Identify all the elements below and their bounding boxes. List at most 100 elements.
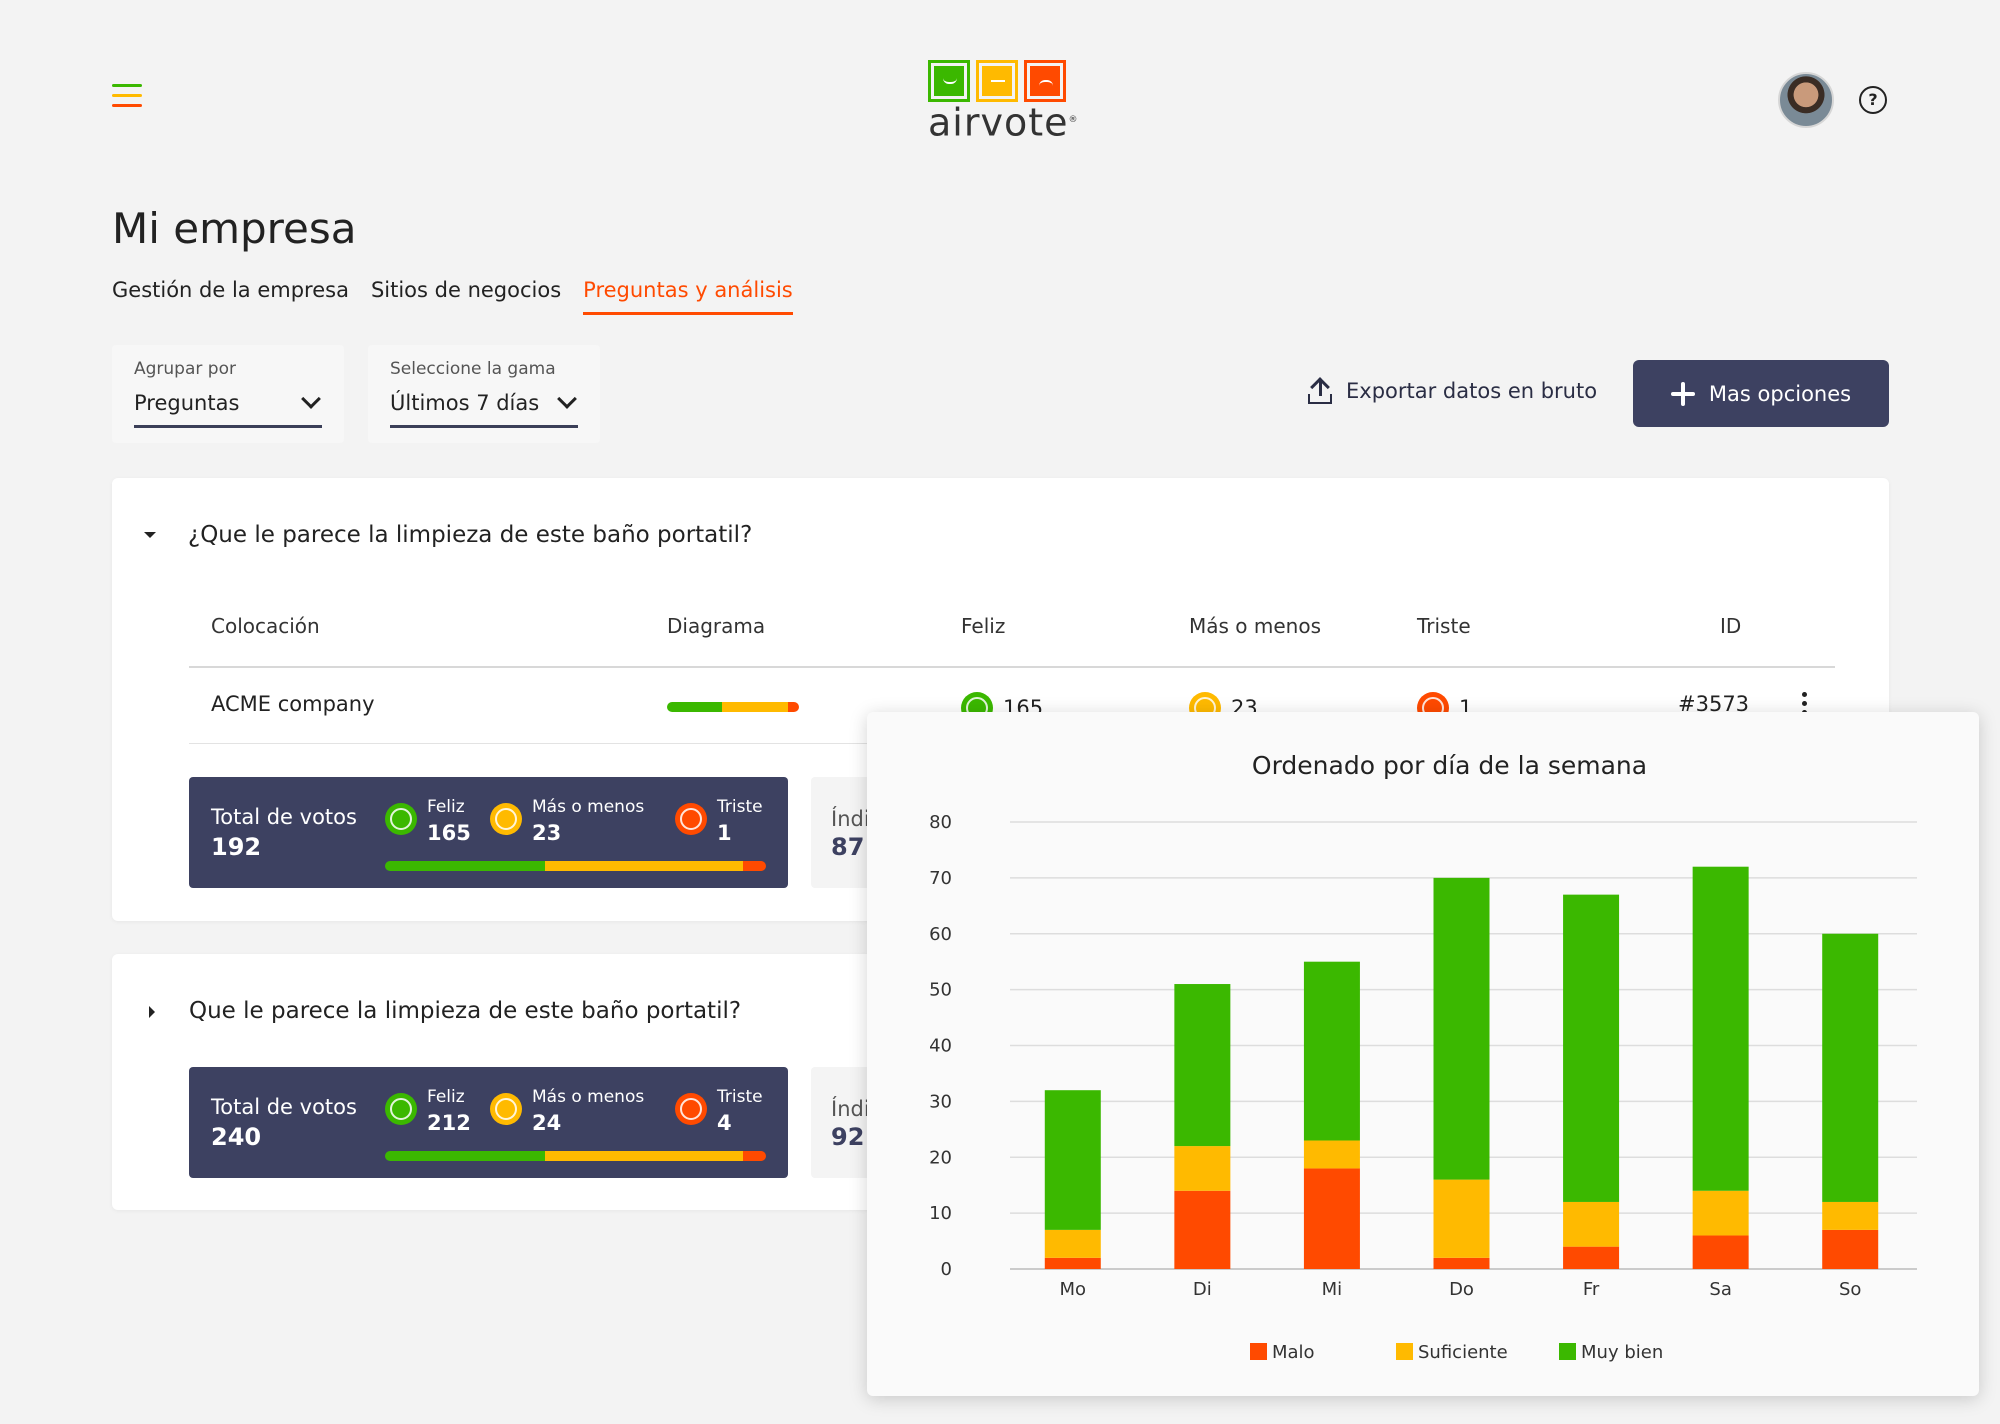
y-tick-label: 80 [929,812,952,833]
bar-malo [1563,1246,1620,1269]
total-votes-label: Total de votos [211,1095,357,1119]
chevron-down-icon [301,389,321,409]
table-divider [189,666,1835,668]
help-icon[interactable]: ? [1859,86,1887,114]
meh-value: 23 [532,821,562,845]
total-votes-value: 240 [211,1123,262,1151]
header-id: ID [1720,614,1742,638]
export-raw-data-button[interactable]: Exportar datos en bruto [1308,377,1598,404]
index-box: Índice 87 [811,777,871,888]
plus-icon [1670,381,1695,406]
total-votes-label: Total de votos [211,805,357,829]
sad-face-logo-icon [1024,60,1066,102]
x-tick-label: Di [1193,1279,1212,1300]
index-box: Índice 92 [811,1067,871,1178]
tab-company-management[interactable]: Gestión de la empresa [112,278,349,302]
x-tick-label: Do [1449,1279,1474,1300]
y-tick-label: 0 [941,1259,952,1280]
question-title[interactable]: ¿Que le parece la limpieza de este baño … [188,522,753,548]
legend-swatch [1559,1343,1576,1360]
question-title[interactable]: Que le parece la limpieza de este baño p… [189,998,742,1024]
y-tick-label: 40 [929,1036,952,1057]
logo-text: airvote [928,100,1069,145]
index-value: 92 [831,1123,865,1151]
header-location: Colocación [211,614,320,638]
header-sad: Triste [1417,614,1471,638]
votes-summary: Total de votos 240 Feliz 212 Más o menos 2… [189,1067,788,1178]
more-options-button[interactable]: Mas opciones [1633,360,1889,427]
airvote-logo: airvote® [928,60,1077,145]
menu-icon[interactable] [112,84,142,108]
row-location: ACME company [211,692,375,716]
sad-label: Triste [717,797,763,817]
row-diagram-bar [667,702,799,712]
tab-bar: Gestión de la empresa Sitios de negocios… [112,278,793,315]
x-tick-label: Mo [1060,1279,1087,1300]
bar-suficiente [1822,1201,1879,1230]
bar-malo [1433,1257,1490,1269]
bar-muy-bien [1692,866,1749,1191]
bar-suficiente [1563,1201,1620,1247]
caret-right-icon[interactable] [149,1006,155,1018]
x-tick-label: So [1839,1279,1861,1300]
happy-label: Feliz [427,797,465,817]
index-label: Índice [831,1097,871,1121]
user-avatar[interactable] [1778,72,1834,128]
bar-suficiente [1044,1229,1101,1258]
bar-suficiente [1692,1190,1749,1236]
y-tick-label: 60 [929,924,952,945]
bar-muy-bien [1303,961,1360,1141]
range-dropdown[interactable]: Seleccione la gama Últimos 7 días [368,345,600,443]
happy-value: 165 [427,821,471,845]
header-diagram: Diagrama [667,614,766,638]
x-tick-label: Sa [1709,1279,1731,1300]
bar-muy-bien [1044,1090,1101,1230]
range-label: Seleccione la gama [390,359,556,379]
tab-questions-analysis[interactable]: Preguntas y análisis [583,278,793,315]
group-by-dropdown[interactable]: Agrupar por Preguntas [112,345,344,443]
votes-summary: Total de votos 192 Feliz 165 Más o menos 2… [189,777,788,888]
neutral-face-icon [490,1093,522,1125]
votes-ratio-bar [385,1151,766,1161]
bar-malo [1044,1257,1101,1269]
upload-icon [1308,377,1332,404]
legend-label: Malo [1272,1342,1315,1363]
happy-face-icon [385,803,417,835]
more-options-label: Mas opciones [1708,381,1852,406]
bar-muy-bien [1822,933,1879,1202]
weekday-chart-card: Ordenado por día de la semana 0 10 20 30 40 50… [867,712,1979,1396]
legend-label: Muy bien [1581,1342,1663,1363]
page-title: Mi empresa [112,204,357,253]
happy-label: Feliz [427,1087,465,1107]
happy-face-icon [385,1093,417,1125]
y-tick-label: 50 [929,980,952,1001]
meh-label: Más o menos [532,1087,645,1107]
bar-suficiente [1433,1179,1490,1258]
export-label: Exportar datos en bruto [1346,379,1598,403]
tab-business-sites[interactable]: Sitios de negocios [370,278,562,302]
x-tick-label: Mi [1322,1279,1343,1300]
happy-face-logo-icon [928,60,970,102]
legend-label: Suficiente [1418,1342,1508,1363]
bar-suficiente [1303,1140,1360,1169]
stacked-bar-chart: Ordenado por día de la semana 0 10 20 30 40 50… [929,751,1917,1363]
sad-face-icon [675,1093,707,1125]
happy-value: 212 [427,1111,471,1135]
bar-malo [1174,1190,1231,1269]
caret-down-icon[interactable] [144,532,156,538]
bar-muy-bien [1174,984,1231,1147]
neutral-face-logo-icon [976,60,1018,102]
x-tick-label: Fr [1583,1279,1600,1300]
legend-swatch [1396,1343,1413,1360]
bar-suficiente [1174,1146,1231,1191]
index-label: Índice [831,807,871,831]
legend-swatch [1250,1343,1267,1360]
bar-muy-bien [1563,894,1620,1202]
bar-muy-bien [1433,877,1490,1180]
sad-value: 4 [717,1111,732,1135]
y-tick-label: 10 [929,1203,952,1224]
header-meh: Más o menos [1189,614,1322,638]
chart-title: Ordenado por día de la semana [1252,751,1647,780]
total-votes-value: 192 [211,833,262,861]
chevron-down-icon [557,389,577,409]
